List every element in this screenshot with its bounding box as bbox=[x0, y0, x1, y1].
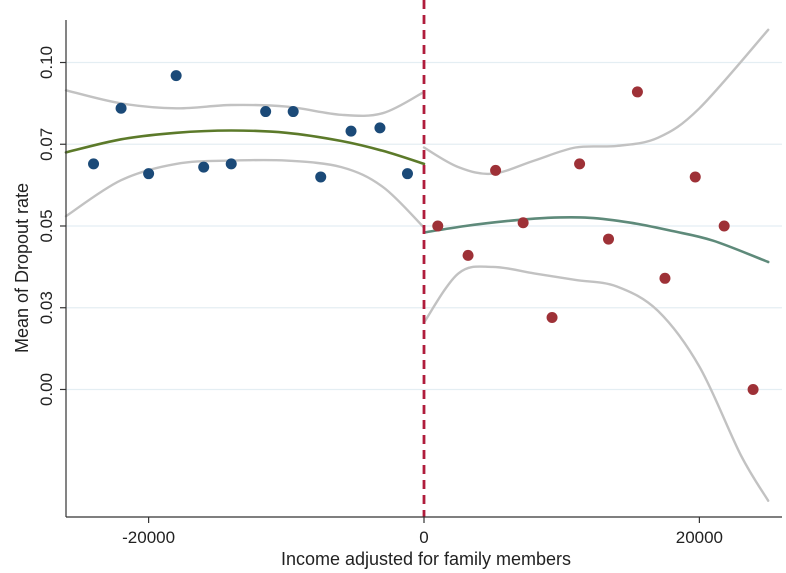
x-tick-labels: -20000 0 20000 bbox=[122, 528, 723, 547]
point-s0-7 bbox=[287, 106, 299, 118]
point-s1-6 bbox=[603, 233, 615, 245]
point-s0-10 bbox=[374, 122, 386, 134]
x-tick-label-0: -20000 bbox=[122, 528, 175, 547]
fit-lines bbox=[64, 129, 770, 264]
point-s0-2 bbox=[170, 70, 182, 82]
y-tick-labels: 0.00 0.03 0.05 0.07 0.10 bbox=[37, 46, 56, 406]
y-tick-label-4: 0.10 bbox=[37, 46, 56, 79]
point-s0-4 bbox=[198, 161, 210, 173]
point-s1-10 bbox=[718, 220, 730, 232]
y-tick-label-3: 0.07 bbox=[37, 128, 56, 161]
point-s0-6 bbox=[260, 106, 272, 118]
y-axis-label: Mean of Dropout rate bbox=[12, 183, 32, 353]
point-s1-8 bbox=[659, 272, 671, 284]
point-s0-5 bbox=[225, 158, 237, 170]
y-tick-label-2: 0.05 bbox=[37, 209, 56, 242]
point-s0-8 bbox=[315, 171, 327, 183]
point-s1-5 bbox=[574, 158, 586, 170]
point-s1-9 bbox=[689, 171, 701, 183]
x-tick-label-2: 20000 bbox=[676, 528, 723, 547]
point-s1-2 bbox=[490, 164, 502, 176]
point-s1-0 bbox=[432, 220, 444, 232]
point-s1-7 bbox=[631, 86, 643, 98]
point-s1-3 bbox=[517, 217, 529, 229]
point-s0-1 bbox=[115, 102, 127, 114]
axes bbox=[60, 20, 782, 523]
ci-line-5 bbox=[422, 265, 770, 502]
ci-line-4 bbox=[422, 28, 770, 176]
fit-line-0 bbox=[64, 129, 426, 166]
data-points bbox=[88, 70, 759, 395]
point-s0-9 bbox=[345, 125, 357, 137]
fit-line-3 bbox=[422, 216, 770, 264]
x-axis-label: Income adjusted for family members bbox=[281, 549, 571, 569]
point-s1-11 bbox=[747, 383, 759, 395]
x-tick-label-1: 0 bbox=[419, 528, 428, 547]
y-tick-label-1: 0.03 bbox=[37, 291, 56, 324]
point-s1-4 bbox=[546, 312, 558, 324]
point-s0-3 bbox=[143, 168, 155, 180]
point-s0-0 bbox=[88, 158, 100, 170]
confidence-bands bbox=[64, 28, 770, 502]
ci-line-1 bbox=[64, 89, 426, 118]
y-tick-label-0: 0.00 bbox=[37, 373, 56, 406]
point-s1-1 bbox=[462, 249, 474, 261]
point-s0-11 bbox=[401, 168, 413, 180]
ci-line-2 bbox=[64, 158, 426, 229]
